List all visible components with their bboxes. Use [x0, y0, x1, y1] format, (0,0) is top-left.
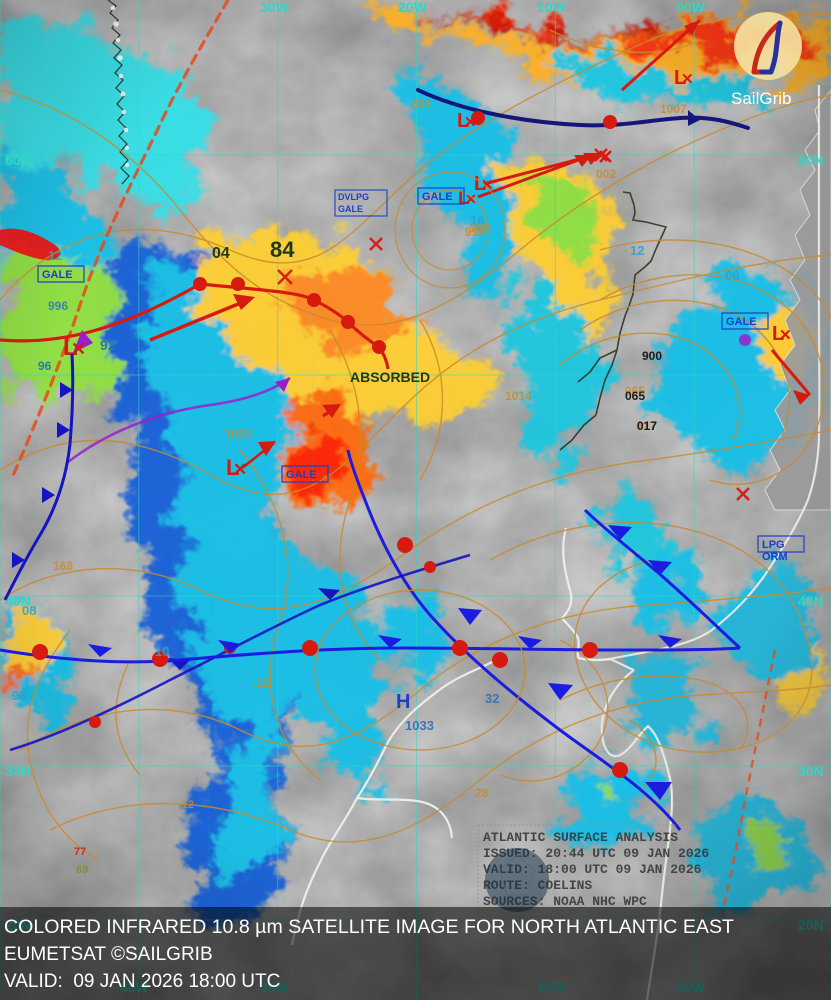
svg-text:GALE: GALE: [286, 469, 317, 481]
svg-text:001: 001: [412, 97, 432, 111]
svg-text:EUMETSAT ©SAILGRIB: EUMETSAT ©SAILGRIB: [4, 944, 213, 965]
svg-text:✕: ✕: [681, 71, 694, 88]
svg-text:168: 168: [53, 559, 73, 573]
svg-text:065: 065: [625, 389, 645, 403]
svg-text:002: 002: [596, 167, 616, 181]
svg-text:10: 10: [155, 644, 169, 659]
svg-text:32: 32: [485, 691, 499, 706]
svg-text:08: 08: [22, 603, 36, 618]
svg-text:1033: 1033: [405, 718, 434, 733]
svg-text:08: 08: [725, 268, 739, 283]
svg-text:✕: ✕: [233, 460, 247, 479]
svg-text:10W: 10W: [537, 0, 567, 15]
svg-text:GALE: GALE: [42, 269, 73, 281]
svg-text:40N: 40N: [798, 593, 824, 609]
svg-text:GALE: GALE: [338, 204, 363, 214]
svg-text:28: 28: [475, 786, 489, 800]
svg-text:1007: 1007: [660, 102, 687, 116]
svg-text:96: 96: [38, 359, 52, 373]
svg-text:30W: 30W: [260, 0, 290, 15]
svg-text:ATLANTIC SURFACE ANALYSIS: ATLANTIC SURFACE ANALYSIS: [483, 830, 678, 845]
svg-text:1014: 1014: [505, 389, 532, 403]
svg-text:69: 69: [76, 864, 88, 876]
svg-text:84: 84: [270, 237, 295, 262]
svg-text:H: H: [396, 691, 410, 713]
svg-text:GALE: GALE: [726, 316, 757, 328]
svg-text:-12: -12: [178, 799, 194, 811]
svg-text:1004: 1004: [225, 427, 252, 441]
svg-text:ORM: ORM: [762, 551, 788, 563]
svg-text:VALID: 09 JAN 2026 18:00 UTC: VALID: 09 JAN 2026 18:00 UTC: [4, 971, 280, 992]
svg-text:900: 900: [642, 349, 662, 363]
svg-text:✕: ✕: [779, 327, 792, 344]
svg-text:COLORED INFRARED 10.8 µm SATEL: COLORED INFRARED 10.8 µm SATELLITE IMAGE…: [4, 917, 734, 938]
svg-text:DVLPG: DVLPG: [338, 192, 369, 202]
svg-text:GALE: GALE: [422, 191, 453, 203]
svg-text:00W: 00W: [676, 0, 706, 15]
svg-text:20W: 20W: [398, 0, 428, 15]
svg-text:ABSORBED: ABSORBED: [350, 369, 430, 385]
svg-text:LPG: LPG: [762, 539, 785, 551]
svg-text:-12: -12: [252, 676, 270, 690]
svg-text:96: 96: [12, 688, 26, 703]
svg-text:017: 017: [637, 419, 657, 433]
svg-text:999: 999: [470, 221, 490, 235]
svg-text:77: 77: [74, 846, 86, 858]
svg-text:996: 996: [48, 299, 68, 313]
svg-text:12: 12: [48, 248, 62, 263]
svg-text:04: 04: [212, 245, 230, 262]
svg-text:30N: 30N: [5, 763, 31, 779]
svg-text:60N: 60N: [798, 152, 824, 168]
svg-text:SailGrib: SailGrib: [731, 89, 791, 108]
svg-text:30N: 30N: [798, 763, 824, 779]
svg-text:60N: 60N: [5, 152, 31, 168]
svg-text:12: 12: [630, 243, 644, 258]
svg-text:✕: ✕: [464, 114, 477, 131]
svg-text:92: 92: [100, 337, 116, 353]
